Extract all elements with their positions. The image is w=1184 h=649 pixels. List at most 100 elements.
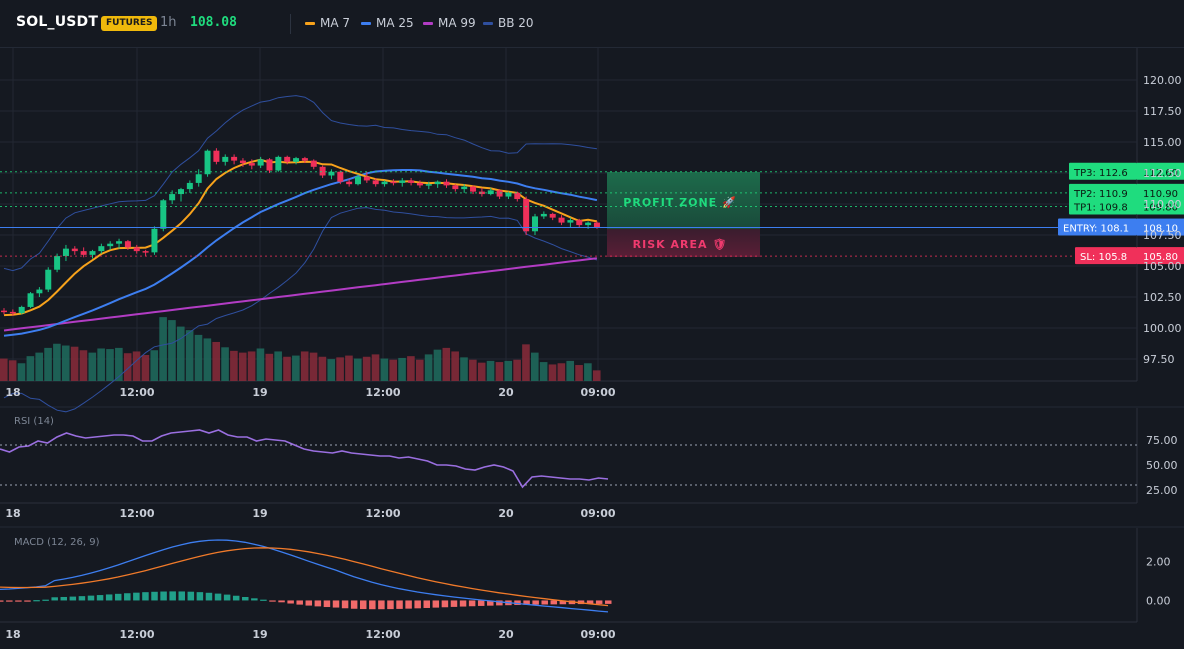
candle	[27, 292, 34, 309]
candle	[452, 184, 459, 192]
volume-bar	[460, 357, 468, 381]
legend-ma25[interactable]: MA 25	[361, 16, 414, 30]
volume-bar	[327, 359, 336, 381]
tp3-price: 112.60	[1143, 168, 1178, 179]
volume-bar	[53, 343, 61, 381]
time-axis-label: 18	[5, 628, 20, 641]
tp3-tag: TP3: 112.6 112.60	[1069, 162, 1184, 180]
macd-axis-label: 0.00	[1146, 594, 1171, 607]
ma25-swatch	[361, 21, 371, 25]
legend-ma7-label: MA 7	[320, 16, 351, 30]
volume-bar	[354, 358, 362, 381]
macd-hist-bar	[369, 600, 376, 610]
timeframe-selector[interactable]: 1h	[160, 15, 177, 30]
volume-bar	[522, 344, 530, 381]
volume-bar	[575, 365, 583, 381]
volume-bar	[389, 359, 397, 381]
candle	[213, 148, 220, 165]
volume-bar	[371, 354, 380, 381]
macd-hist-bar	[160, 591, 167, 601]
volume-bar	[486, 360, 495, 381]
ma7-line	[3, 158, 598, 317]
volume-bar	[194, 334, 203, 381]
volume-bar	[557, 363, 566, 381]
candle	[231, 154, 238, 165]
macd-hist-bar	[387, 600, 394, 610]
macd-hist-bar	[459, 600, 467, 607]
candle	[204, 149, 211, 177]
volume-bar	[513, 359, 521, 381]
legend-bb20[interactable]: BB 20	[483, 16, 534, 30]
volume-bar	[35, 352, 43, 381]
macd-hist-bar	[60, 596, 68, 601]
macd-pane: MACD (12, 26, 9) 2.00 0.00	[0, 537, 1171, 613]
candle	[408, 177, 415, 186]
volume-bars	[0, 317, 601, 381]
macd-hist-bar	[269, 600, 276, 602]
macd-hist-bar	[405, 600, 412, 609]
volume-bar	[398, 357, 406, 381]
time-axis-label: 09:00	[580, 507, 615, 520]
candle	[284, 155, 291, 165]
volume-bar	[44, 347, 52, 381]
price-axis: 120.00 117.50 115.00 112.50 110.00 107.50 105.…	[1143, 74, 1182, 366]
candle	[293, 156, 300, 165]
volume-bar	[407, 356, 415, 381]
volume-bar	[88, 352, 97, 381]
candle	[443, 179, 450, 188]
sl-tag: SL: 105.8 105.80	[1075, 247, 1184, 265]
time-axis-label: 20	[498, 507, 514, 520]
macd-hist-bar	[78, 596, 86, 601]
candle	[71, 246, 78, 255]
macd-hist-bar	[586, 600, 594, 605]
time-axis-label: 12:00	[119, 507, 154, 520]
macd-hist-bar	[595, 600, 603, 604]
volume-bar	[61, 345, 70, 381]
candle	[540, 211, 547, 219]
ma99-swatch	[423, 21, 433, 25]
entry-label: ENTRY: 108.1	[1063, 224, 1129, 235]
volume-bar	[292, 355, 300, 381]
symbol-label[interactable]: SOL_USDT	[16, 14, 99, 30]
candle	[328, 169, 335, 180]
candle	[558, 215, 565, 226]
legend-bb20-label: BB 20	[498, 16, 534, 30]
time-axis-label: 18	[5, 507, 20, 520]
candle	[62, 244, 69, 262]
risk-zone	[607, 229, 760, 257]
legend-ma99[interactable]: MA 99	[423, 16, 476, 30]
macd-hist-bar	[378, 600, 385, 610]
rsi-title: RSI (14)	[14, 416, 54, 427]
candle	[186, 180, 193, 193]
candle	[399, 177, 406, 187]
macd-hist-bar	[142, 592, 149, 601]
volume-bar	[26, 356, 35, 381]
tp1-price: 109.80	[1143, 202, 1178, 213]
candle	[45, 267, 52, 293]
volume-bar	[584, 363, 592, 381]
candle	[478, 187, 485, 197]
legend-ma7[interactable]: MA 7	[305, 16, 350, 30]
macd-hist-bar	[605, 600, 612, 604]
candle	[523, 196, 530, 235]
ma7-swatch	[305, 21, 315, 25]
macd-signal-line	[0, 547, 609, 607]
price-axis-label: 117.50	[1143, 105, 1182, 118]
ma25-line	[3, 169, 598, 337]
macd-hist-bar	[214, 593, 222, 601]
volume-bar	[97, 348, 105, 381]
time-axis-label: 12:00	[119, 628, 154, 641]
time-axis-label: 12:00	[365, 628, 400, 641]
candle	[257, 156, 264, 169]
tp1-label: TP1: 109.8	[1073, 202, 1128, 213]
macd-hist-bar	[487, 600, 494, 606]
entry-price: 108.10	[1143, 224, 1178, 235]
volume-bar	[592, 370, 601, 381]
time-axis-label: 12:00	[365, 507, 400, 520]
candle	[576, 218, 583, 228]
volume-bar	[123, 353, 132, 381]
time-axis-label: 09:00	[580, 628, 615, 641]
macd-hist-bar	[359, 600, 367, 610]
